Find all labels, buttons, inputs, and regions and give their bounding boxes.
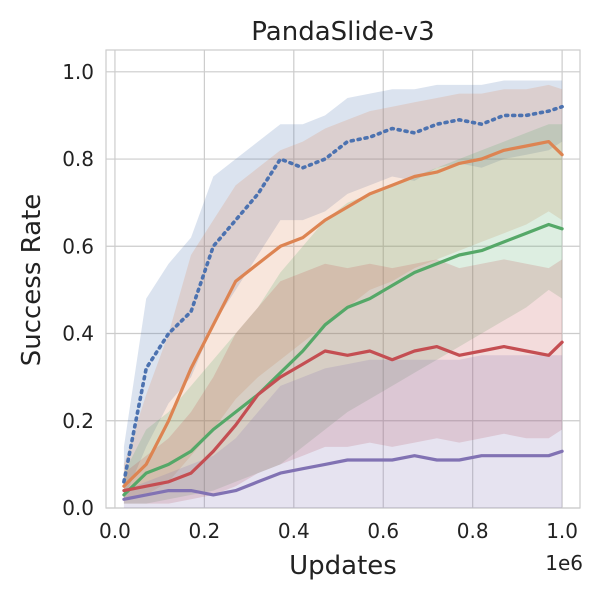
- series-3-band: [123, 124, 563, 504]
- y-axis-ticks: 0.0 0.2 0.4 0.6 0.8 1.0: [62, 60, 94, 520]
- plot-area: [105, 49, 581, 509]
- chart-title: PandaSlide-v3: [251, 17, 434, 47]
- series-4-line: [122, 340, 564, 493]
- series-2-band: [123, 84, 563, 500]
- x-tick-label: 1.0: [546, 519, 578, 543]
- gridlines: [106, 50, 580, 509]
- series-lines: [122, 104, 564, 501]
- y-tick-label: 0.4: [62, 322, 94, 346]
- series-1-band: [123, 80, 563, 500]
- series-2-line: [122, 140, 564, 488]
- y-tick-label: 0.0: [62, 496, 94, 520]
- series-5-band: [123, 355, 563, 508]
- x-axis-offset-text: 1e6: [545, 551, 583, 575]
- series-4-band: [123, 259, 563, 504]
- x-tick-label: 0.0: [99, 519, 131, 543]
- series-3-line: [122, 222, 564, 497]
- series-1-line: [122, 104, 564, 484]
- y-tick-label: 0.2: [62, 409, 94, 433]
- y-tick-label: 0.8: [62, 147, 94, 171]
- series-5-line: [122, 449, 564, 501]
- x-tick-label: 0.4: [278, 519, 310, 543]
- y-axis-label: Success Rate: [17, 194, 47, 367]
- x-axis-ticks: 0.0 0.2 0.4 0.6 0.8 1.0: [99, 519, 578, 543]
- x-axis-label: Updates: [289, 551, 397, 581]
- x-tick-label: 0.2: [188, 519, 220, 543]
- x-tick-label: 0.8: [457, 519, 489, 543]
- x-tick-label: 0.6: [367, 519, 399, 543]
- y-tick-label: 1.0: [62, 60, 94, 84]
- y-tick-label: 0.6: [62, 234, 94, 258]
- confidence-bands: [123, 80, 563, 508]
